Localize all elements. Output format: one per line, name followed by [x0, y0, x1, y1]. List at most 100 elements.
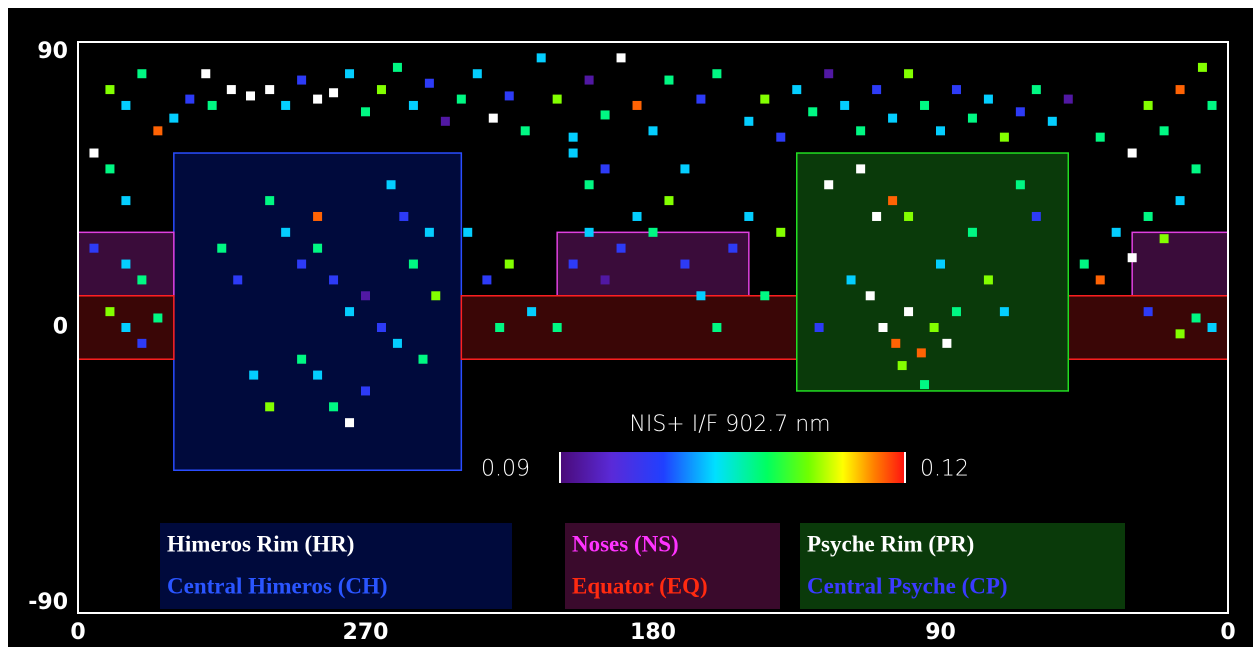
- legend-entry: Himeros Rim (HR): [167, 531, 354, 556]
- pixel: [728, 244, 737, 253]
- pixel: [105, 85, 114, 94]
- pixel: [872, 85, 881, 94]
- pixel: [409, 260, 418, 269]
- x-tick-label: 90: [925, 620, 956, 645]
- pixel: [744, 212, 753, 221]
- y-tick-label: 90: [37, 39, 68, 64]
- pixel: [185, 95, 194, 104]
- pixel: [105, 164, 114, 173]
- pixel: [649, 126, 658, 135]
- pixel: [457, 95, 466, 104]
- pixel: [712, 69, 721, 78]
- pixel: [553, 323, 562, 332]
- pixel: [121, 260, 130, 269]
- pixel: [680, 260, 689, 269]
- legend-entry: Psyche Rim (PR): [807, 531, 974, 556]
- pixel: [505, 91, 514, 100]
- region-box: [174, 153, 462, 470]
- pixel: [463, 228, 472, 237]
- pixel: [233, 275, 242, 284]
- pixel: [984, 275, 993, 284]
- pixel: [585, 228, 594, 237]
- region-box: [557, 232, 749, 295]
- pixel: [1064, 95, 1073, 104]
- pixel: [898, 361, 907, 370]
- chart: NIS+ I/F 902.7 nm 0270180900-900900.090.…: [0, 0, 1253, 647]
- pixel: [1144, 101, 1153, 110]
- pixel: [393, 339, 402, 348]
- pixel: [281, 101, 290, 110]
- pixel: [1176, 329, 1185, 338]
- pixel: [345, 418, 354, 427]
- pixel: [495, 323, 504, 332]
- y-tick-label: -90: [28, 590, 68, 615]
- pixel: [137, 69, 146, 78]
- pixel: [760, 95, 769, 104]
- pixel: [329, 88, 338, 97]
- x-tick-label: 0: [70, 620, 85, 645]
- pixel: [489, 114, 498, 123]
- pixel: [121, 323, 130, 332]
- pixel: [377, 85, 386, 94]
- pixel: [105, 307, 114, 316]
- pixel: [482, 275, 491, 284]
- pixel: [208, 101, 217, 110]
- pixel: [904, 69, 913, 78]
- pixel: [649, 228, 658, 237]
- pixel: [1192, 164, 1201, 173]
- pixel: [920, 101, 929, 110]
- pixel: [329, 275, 338, 284]
- pixel: [1192, 313, 1201, 322]
- pixel: [1176, 196, 1185, 205]
- pixel: [888, 114, 897, 123]
- pixel: [1000, 133, 1009, 142]
- pixel: [1208, 323, 1217, 332]
- pixel: [984, 95, 993, 104]
- pixel: [121, 196, 130, 205]
- pixel: [856, 126, 865, 135]
- pixel: [601, 110, 610, 119]
- pixel: [930, 323, 939, 332]
- colorbar-tick-label: 0.12: [920, 457, 969, 482]
- pixel: [1032, 212, 1041, 221]
- pixel: [696, 291, 705, 300]
- pixel: [664, 76, 673, 85]
- pixel: [617, 244, 626, 253]
- pixel: [840, 101, 849, 110]
- pixel: [569, 260, 578, 269]
- pixel: [680, 164, 689, 173]
- region-box: [1132, 232, 1228, 295]
- pixel: [361, 107, 370, 116]
- pixel: [633, 212, 642, 221]
- pixel: [361, 386, 370, 395]
- pixel: [329, 402, 338, 411]
- pixel: [89, 244, 98, 253]
- pixel: [760, 291, 769, 300]
- pixel: [137, 339, 146, 348]
- legend-entry: Central Himeros (CH): [167, 573, 388, 598]
- pixel: [313, 371, 322, 380]
- pixel: [952, 307, 961, 316]
- pixel: [297, 76, 306, 85]
- pixel: [569, 133, 578, 142]
- pixel: [601, 275, 610, 284]
- pixel: [201, 69, 210, 78]
- pixel: [808, 107, 817, 116]
- pixel: [664, 196, 673, 205]
- pixel: [553, 95, 562, 104]
- pixel: [313, 244, 322, 253]
- pixel: [847, 275, 856, 284]
- pixel: [425, 79, 434, 88]
- pixel: [824, 180, 833, 189]
- colorbar: [560, 452, 905, 483]
- pixel: [824, 69, 833, 78]
- pixel: [227, 85, 236, 94]
- pixel: [904, 307, 913, 316]
- legend-entry: Central Psyche (CP): [807, 573, 1008, 598]
- pixel: [89, 149, 98, 158]
- pixel: [1160, 126, 1169, 135]
- legend-entry: Noses (NS): [572, 531, 679, 556]
- pixel: [387, 180, 396, 189]
- pixel: [585, 76, 594, 85]
- pixel: [441, 117, 450, 126]
